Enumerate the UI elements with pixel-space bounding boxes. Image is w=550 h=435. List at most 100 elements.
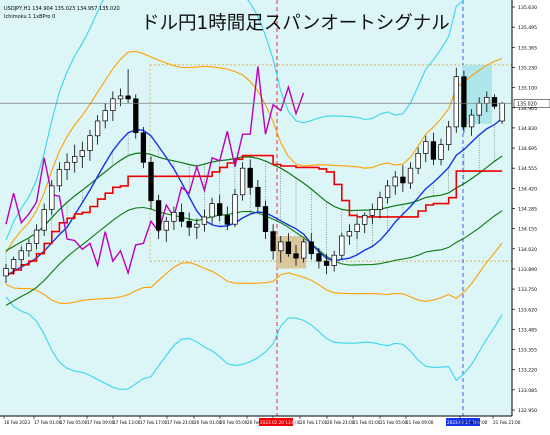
middle-band-upper (5, 50, 503, 253)
candle-body (377, 197, 383, 210)
candle-body (194, 223, 200, 228)
candle-body (255, 186, 261, 207)
x-tick-label: 21 Feb 05:00 (380, 420, 408, 425)
candle-body (133, 98, 139, 134)
y-tick-label: 133.085 (518, 388, 537, 394)
candle-body (110, 98, 116, 111)
candle-body (316, 253, 322, 262)
x-tick-label: 17 Feb 13:00 (113, 420, 141, 425)
candle-body (323, 260, 330, 266)
y-tick-label: 135.365 (518, 45, 537, 51)
candle-body (56, 169, 63, 187)
candle-body (308, 241, 314, 255)
y-tick-label: 135.100 (518, 86, 537, 92)
candle-body (400, 176, 406, 184)
candle-body (217, 203, 223, 216)
moving-average-lower (5, 206, 503, 306)
x-tick-label: 16 Feb 2023 (4, 420, 30, 425)
y-tick-label: 135.230 (518, 65, 537, 71)
magenta-lagging-line (5, 66, 305, 276)
indicator-header: Ichimoku 1 1xBPro 0 (4, 14, 55, 20)
candle-body (362, 215, 368, 225)
candle-body (468, 114, 475, 128)
y-tick-label: 135.630 (518, 5, 537, 11)
candle-body (262, 206, 269, 232)
x-tick-label: 21 Feb 09:00 (406, 420, 434, 425)
candle-body (461, 76, 467, 128)
candle-body (301, 241, 307, 259)
candle-body (392, 176, 398, 187)
candle-body (41, 209, 47, 231)
candle-body (384, 185, 391, 199)
candle-body (278, 241, 284, 252)
candle-body (476, 102, 482, 116)
y-tick-label: 134.555 (518, 166, 537, 172)
time-marker-tag (446, 418, 480, 426)
candle-body (430, 141, 437, 160)
y-tick-label: 133.750 (518, 287, 537, 293)
candle-body (209, 203, 215, 218)
candle-body (369, 209, 375, 216)
candle-body (87, 135, 93, 151)
candle-body (484, 97, 490, 104)
y-tick-label: 134.965 (518, 106, 537, 112)
x-tick-label: 21 Feb 21:00 (493, 420, 521, 425)
candle-body (140, 132, 147, 163)
candle-body (155, 200, 162, 231)
x-tick-label: 20 Feb 21:00 (327, 420, 355, 425)
current-price-label: 135.020 (517, 101, 537, 107)
candle-body (125, 95, 131, 100)
candle-body (64, 161, 70, 171)
candle-body (407, 167, 414, 184)
x-tick-label: 17 Feb 17:00 (140, 420, 168, 425)
candle-body (247, 167, 253, 188)
candle-body (438, 144, 444, 160)
candle-body (499, 102, 505, 122)
candle-body (339, 235, 345, 256)
candle-body (453, 76, 459, 128)
axes-layer: 135.630 135.495 135.365 135.230 135.100 134.9… (0, 0, 550, 426)
plot-area (0, 0, 512, 416)
time-marker-label: 2023.02.20 13:00 (260, 420, 298, 425)
candle-body (3, 268, 9, 277)
time-marker-label: 2023.02.21 16:00 (447, 420, 485, 425)
x-tick-label: 17 Feb 09:00 (87, 420, 115, 425)
y-tick-label: 133.355 (518, 348, 537, 354)
symbol-header: USDJPY,H1 134.904 135.023 134.957 135.02… (4, 6, 120, 12)
candle-body (49, 185, 55, 210)
candle-body (446, 126, 452, 145)
grid-layer (149, 0, 512, 416)
inner-trend-line (5, 117, 503, 277)
y-tick-label: 133.220 (518, 368, 537, 374)
moving-average-line (5, 152, 503, 252)
x-tick-label: 21 Feb 01:00 (353, 420, 381, 425)
middle-band-lower (5, 242, 503, 304)
y-tick-label: 133.620 (518, 307, 537, 313)
candle-body (293, 253, 299, 259)
candle-body (331, 254, 337, 266)
candle-body (18, 250, 24, 261)
y-tick-label: 135.495 (518, 25, 537, 31)
y-tick-label: 134.155 (518, 227, 537, 233)
indicator-lines (5, 0, 503, 390)
candle-body (33, 229, 40, 244)
x-tick-label: 17 Feb 05:00 (60, 420, 88, 425)
y-tick-label: 133.890 (518, 267, 537, 273)
candle-body (270, 231, 276, 252)
x-tick-label: 17 Feb 21:00 (167, 420, 195, 425)
candles-layer (3, 67, 505, 284)
y-tick-label: 134.285 (518, 207, 537, 213)
x-tick-label: 17 Feb 01:00 (34, 420, 62, 425)
candle-body (102, 110, 108, 122)
candle-body (415, 153, 421, 169)
candle-body (148, 161, 154, 202)
candle-body (10, 259, 17, 269)
x-tick-label: 21 Feb 17:00 (460, 420, 488, 425)
candle-body (201, 216, 208, 225)
candle-body (285, 241, 292, 255)
candle-body (491, 97, 498, 107)
current-price-tag (513, 99, 550, 108)
outer-band-lower (5, 296, 503, 390)
candle-body (94, 120, 101, 137)
